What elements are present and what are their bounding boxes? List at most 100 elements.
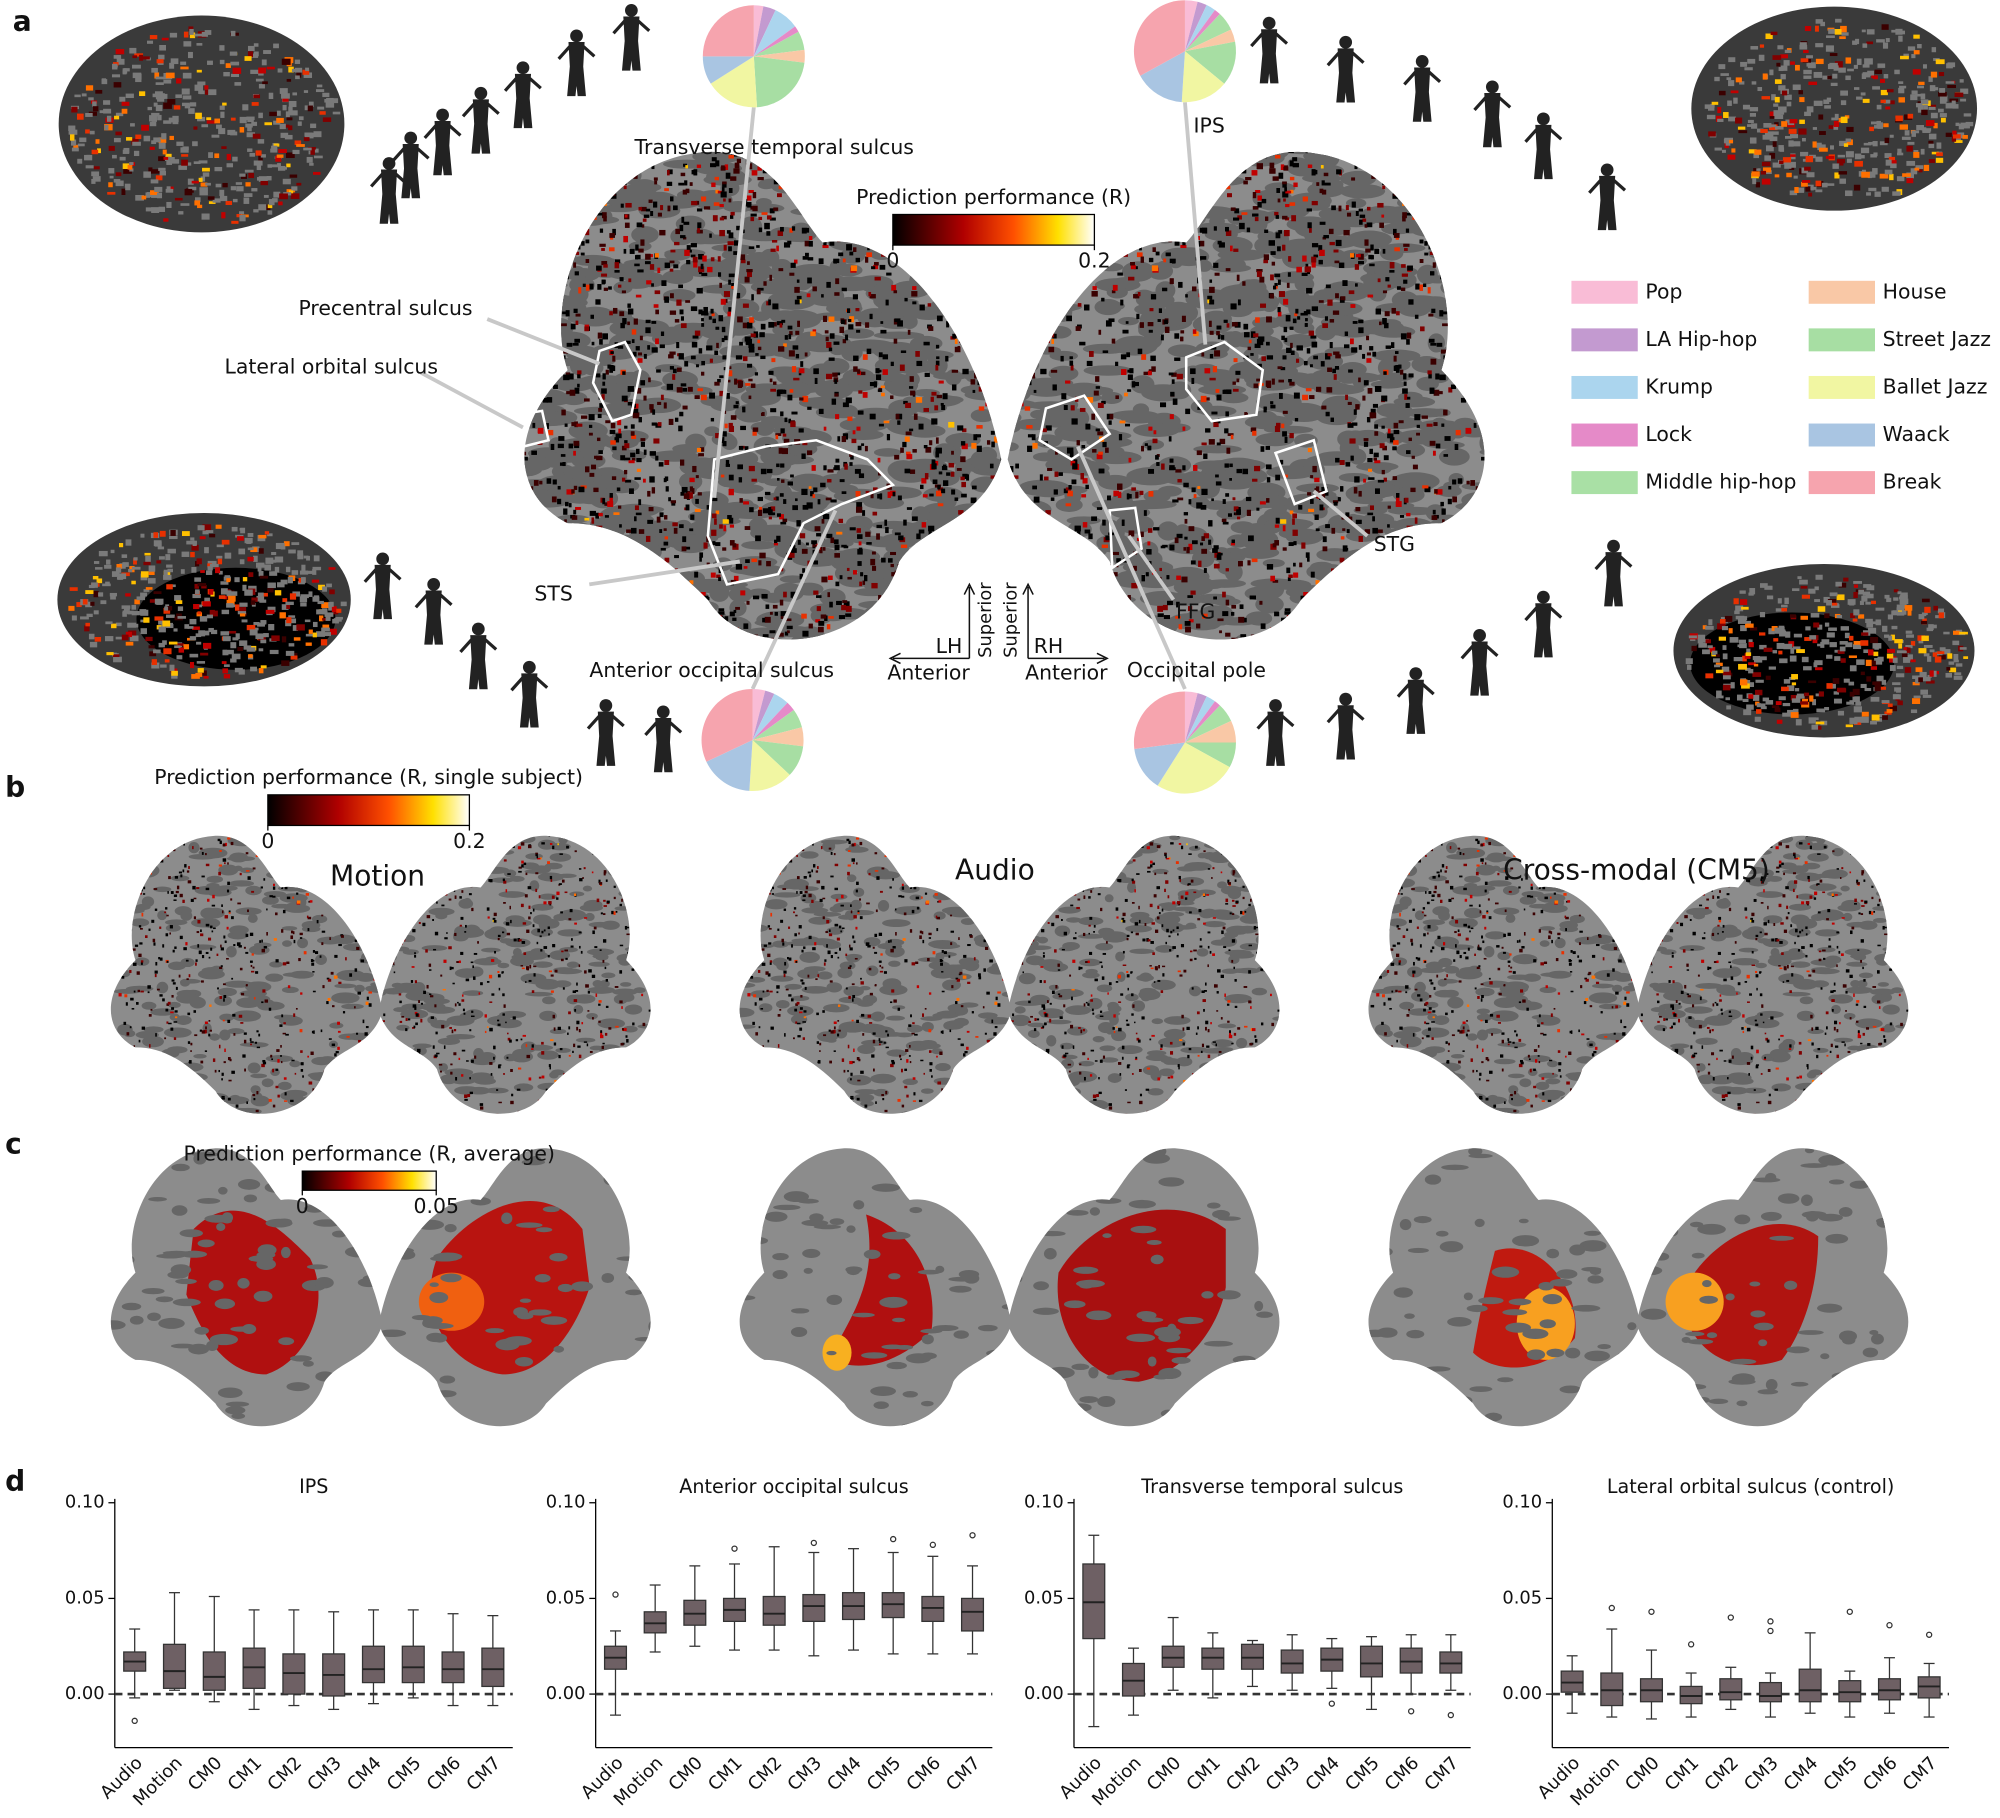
texture-dot <box>1702 649 1710 655</box>
texture-dot <box>1904 667 1912 673</box>
activation <box>848 319 852 322</box>
texture-dot <box>1828 28 1836 34</box>
activation <box>679 524 684 529</box>
texture-dot <box>247 148 253 152</box>
activation <box>856 329 861 333</box>
texture-dot <box>301 577 306 584</box>
texture-dot <box>1827 75 1832 80</box>
texture-dot <box>194 200 201 206</box>
activation <box>948 421 955 428</box>
texture-dot <box>104 636 114 642</box>
activation <box>966 176 972 181</box>
activation <box>574 251 580 255</box>
activation <box>500 448 506 454</box>
sulcus <box>524 195 565 210</box>
texture-dot <box>226 603 234 608</box>
activation <box>715 189 719 194</box>
texture-dot <box>1821 182 1828 188</box>
activation <box>808 236 813 241</box>
activation <box>894 318 901 323</box>
activation <box>492 473 495 478</box>
activation <box>934 610 941 615</box>
activation <box>596 455 603 461</box>
activation <box>935 344 940 349</box>
activation <box>951 623 954 627</box>
activation <box>530 591 534 598</box>
activation <box>970 379 976 385</box>
texture-dot <box>1721 666 1730 672</box>
texture-dot <box>295 75 300 80</box>
texture-dot <box>141 56 150 60</box>
texture-dot <box>282 95 289 102</box>
activation <box>728 422 733 428</box>
activation <box>581 415 588 419</box>
sulcus <box>965 538 996 552</box>
activation <box>670 500 677 504</box>
activation <box>842 647 847 650</box>
activation <box>766 166 772 171</box>
activation <box>601 260 608 266</box>
activation <box>594 622 600 627</box>
activation <box>529 637 534 640</box>
texture-dot <box>199 536 206 540</box>
texture-dot <box>1838 171 1848 175</box>
activation <box>776 535 781 542</box>
activation <box>633 408 639 413</box>
texture-dot <box>204 597 210 604</box>
activation <box>669 260 675 264</box>
texture-dot <box>297 550 304 557</box>
sulcus <box>685 234 737 245</box>
activation <box>960 167 964 174</box>
activation <box>515 384 520 388</box>
activation <box>920 570 925 576</box>
texture-dot <box>256 595 265 602</box>
texture-dot <box>155 76 164 80</box>
texture-dot <box>92 176 101 182</box>
activation <box>519 487 524 491</box>
activation <box>601 394 605 400</box>
texture-dot <box>224 552 232 559</box>
activation <box>833 341 840 345</box>
dancer-head <box>1409 667 1423 681</box>
texture-dot <box>80 616 89 620</box>
texture-dot <box>1938 91 1947 97</box>
activation <box>909 245 916 252</box>
texture-dot <box>297 121 302 126</box>
texture-dot <box>1891 625 1898 630</box>
texture-dot <box>1714 76 1720 82</box>
activation <box>684 180 688 186</box>
texture-dot <box>1960 98 1967 102</box>
texture-dot <box>132 141 141 146</box>
activation <box>727 633 730 639</box>
activation <box>977 379 981 386</box>
activation <box>592 563 595 569</box>
texture-dot <box>1947 62 1956 68</box>
activation <box>686 245 691 251</box>
texture-dot <box>1745 667 1751 671</box>
sulcus <box>476 378 509 386</box>
activation <box>515 621 520 624</box>
dancer-body <box>1326 48 1365 103</box>
sulcus <box>503 141 544 151</box>
activation <box>708 611 715 615</box>
activation <box>836 600 842 606</box>
sulcus <box>940 547 978 555</box>
activation <box>676 367 682 372</box>
activation <box>636 569 641 576</box>
texture-dot <box>189 636 197 641</box>
sulcus <box>886 581 925 596</box>
texture-dot <box>1778 696 1786 701</box>
activation <box>513 436 519 439</box>
activation <box>696 287 703 294</box>
activation <box>577 244 581 250</box>
texture-dot <box>192 593 201 599</box>
dancer-body <box>1524 603 1563 658</box>
activation <box>588 616 593 621</box>
texture-dot <box>1739 590 1746 594</box>
activation <box>547 178 552 185</box>
activation <box>697 643 700 646</box>
texture-dot <box>1716 695 1724 699</box>
texture-dot <box>1872 141 1878 147</box>
texture-dot <box>1772 55 1782 60</box>
activation <box>501 470 506 473</box>
